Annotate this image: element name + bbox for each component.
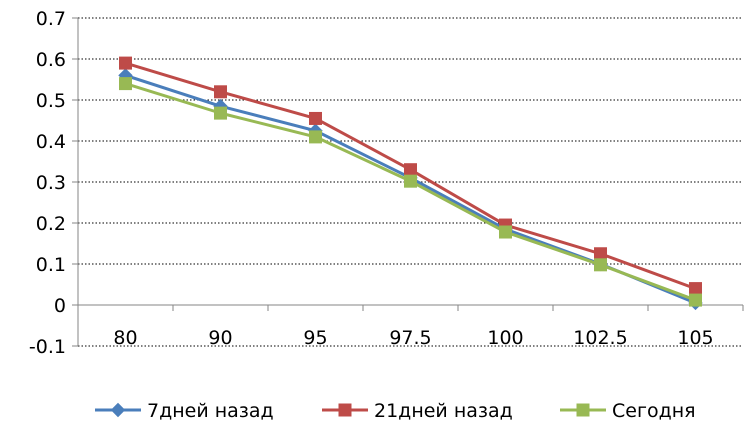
data-point bbox=[214, 106, 227, 120]
series-group bbox=[118, 56, 703, 311]
data-point bbox=[119, 56, 132, 70]
y-tick-label: 0.7 bbox=[36, 8, 66, 30]
series-1 bbox=[118, 68, 703, 311]
y-tick-label: 0.5 bbox=[36, 90, 66, 112]
data-point bbox=[119, 77, 132, 91]
x-tick-label: 80 bbox=[113, 327, 137, 349]
legend-label: 7дней назад bbox=[147, 400, 274, 422]
data-point bbox=[404, 163, 417, 177]
x-tick-label: 90 bbox=[208, 327, 232, 349]
data-point bbox=[309, 111, 322, 125]
data-point bbox=[309, 130, 322, 144]
legend-swatch-marker bbox=[110, 402, 126, 418]
y-tick-label: 0.4 bbox=[36, 131, 66, 153]
legend-swatch-marker bbox=[576, 403, 590, 417]
y-tick-label: 0.2 bbox=[36, 213, 66, 235]
data-point bbox=[214, 85, 227, 99]
axes: -0.1 0 0.1 0.2 0.3 0.4 0.5 0.6 0.7 80 90 95 97.5 100 1… bbox=[29, 8, 744, 358]
y-tick-label: 0 bbox=[54, 295, 66, 317]
x-tick-label: 105 bbox=[677, 327, 713, 349]
x-tick-label: 95 bbox=[303, 327, 327, 349]
y-tick-label: 0.1 bbox=[36, 254, 66, 276]
data-point bbox=[594, 258, 607, 272]
y-tick-label: 0.3 bbox=[36, 172, 66, 194]
y-tick-label: 0.6 bbox=[36, 49, 66, 71]
data-point bbox=[404, 174, 417, 188]
legend-swatch-marker bbox=[338, 403, 352, 417]
legend-item-1: 7дней назад bbox=[95, 400, 274, 422]
legend: 7дней назад 21дней назад Сегодня bbox=[95, 400, 696, 422]
data-point bbox=[689, 282, 702, 296]
data-point bbox=[499, 225, 512, 239]
legend-label: Сегодня bbox=[612, 400, 696, 422]
series-2 bbox=[119, 56, 702, 296]
x-tick-label: 97.5 bbox=[389, 327, 431, 349]
legend-item-3: Сегодня bbox=[560, 400, 696, 422]
x-tick-label: 102.5 bbox=[573, 327, 627, 349]
x-tick-label: 100 bbox=[487, 327, 523, 349]
data-point bbox=[689, 293, 702, 307]
series-3 bbox=[119, 77, 702, 307]
y-tick-label: -0.1 bbox=[29, 336, 66, 358]
legend-label: 21дней назад bbox=[374, 400, 513, 422]
series-line bbox=[125, 82, 697, 302]
data-point bbox=[594, 247, 607, 261]
legend-item-2: 21дней назад bbox=[322, 400, 513, 422]
